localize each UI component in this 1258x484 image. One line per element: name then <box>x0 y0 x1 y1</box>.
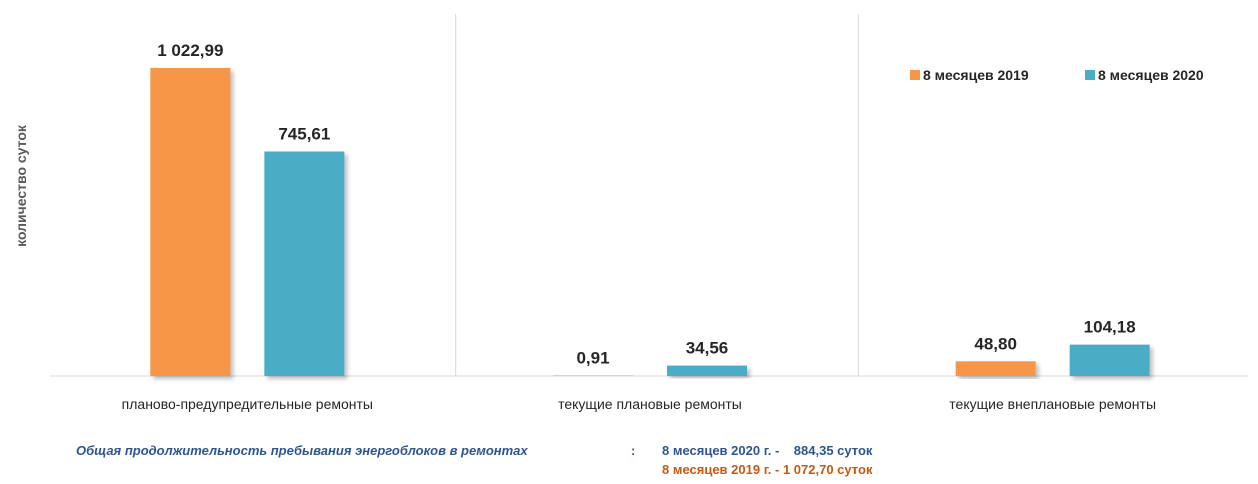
bar-2020 <box>667 365 747 376</box>
category-label: текущие внеплановые ремонты <box>949 396 1156 412</box>
data-label: 0,91 <box>576 349 609 368</box>
bar-chart: количество суток 1 022,99 745,61 0,91 34,56… <box>13 14 1248 412</box>
bar-2020 <box>1069 344 1150 376</box>
data-label: 48,80 <box>974 334 1017 353</box>
summary-label: Общая продолжительность пребывания энерг… <box>76 443 528 458</box>
data-label: 1 022,99 <box>157 41 223 60</box>
bar-2020 <box>264 151 345 376</box>
bar-2019 <box>150 68 231 376</box>
data-label: 745,61 <box>278 125 330 144</box>
summary-2019: 8 месяцев 2019 г. - 1 072,70 суток <box>662 462 873 477</box>
legend: 8 месяцев 2019 8 месяцев 2020 <box>910 67 1204 83</box>
y-axis-label-text: количество суток <box>13 124 29 247</box>
category-label: текущие плановые ремонты <box>558 396 742 412</box>
bar-2019 <box>955 361 1036 376</box>
summary-colon: : <box>631 443 636 458</box>
legend-swatch <box>910 70 920 80</box>
summary-2020: 8 месяцев 2020 г. - 884,35 суток <box>662 443 873 458</box>
data-label: 34,56 <box>686 339 729 358</box>
legend-label: 8 месяцев 2020 <box>1098 67 1204 83</box>
bar-2019 <box>553 375 633 376</box>
summary-note: Общая продолжительность пребывания энерг… <box>76 443 1226 483</box>
legend-swatch <box>1085 70 1095 80</box>
y-axis-label: количество суток <box>13 124 29 247</box>
category-label: планово-предупредительные ремонты <box>122 396 373 412</box>
data-label: 104,18 <box>1084 318 1136 337</box>
legend-label: 8 месяцев 2019 <box>923 67 1029 83</box>
